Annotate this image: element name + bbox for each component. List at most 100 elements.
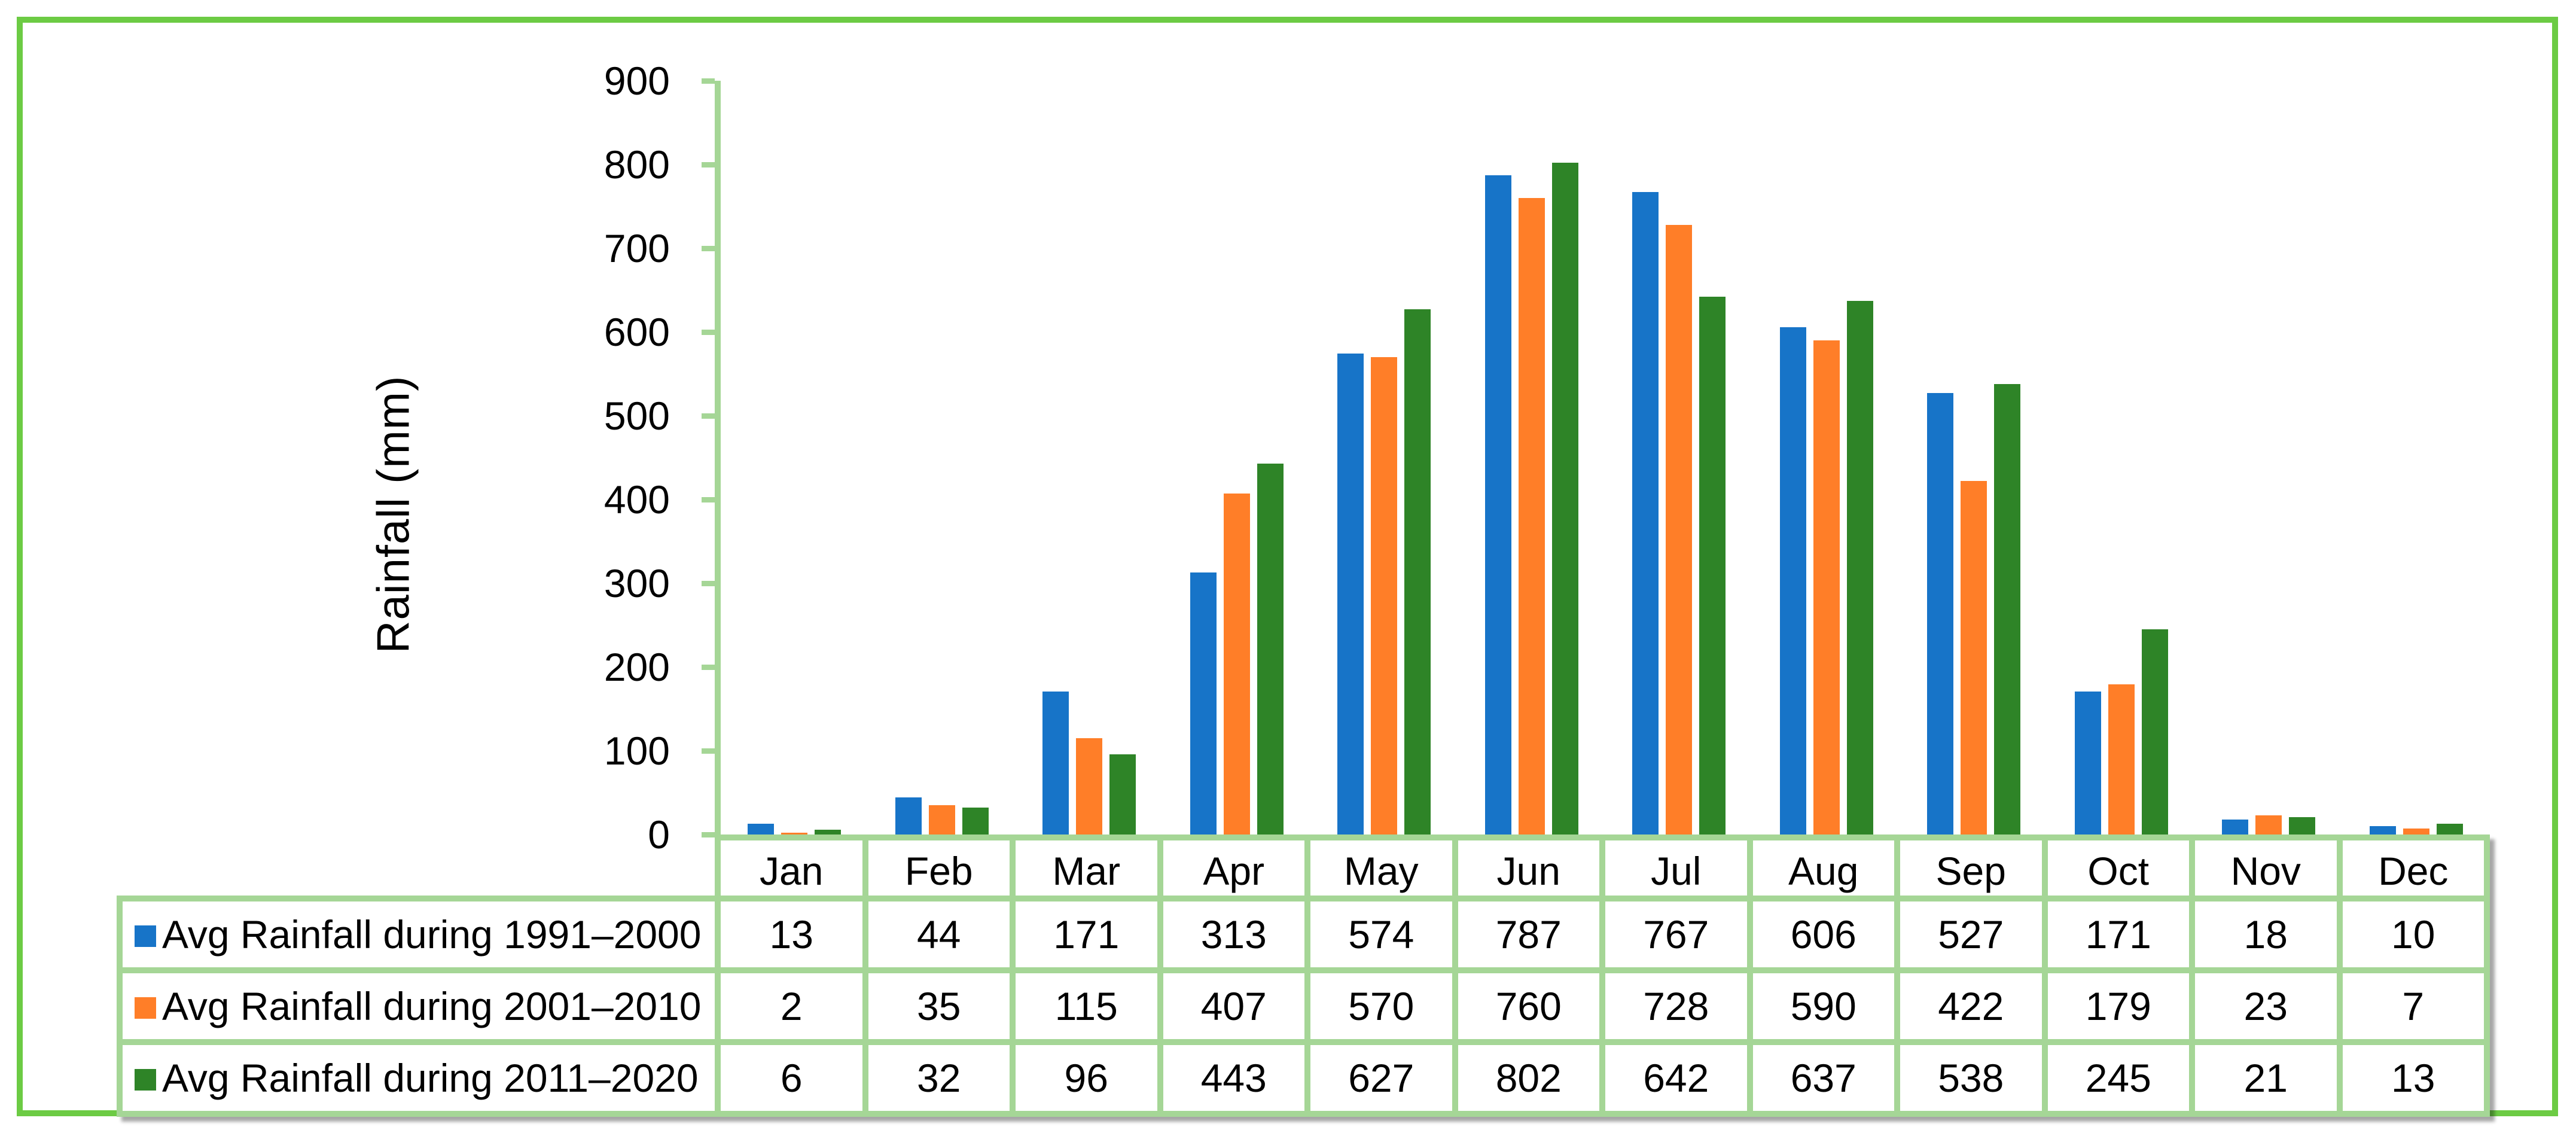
y-axis-label-100: 100 — [603, 729, 670, 773]
value-cell-mar-series3: 96 — [1010, 1039, 1163, 1117]
bar-jul-series3 — [1699, 297, 1726, 834]
bar-jan-series1 — [748, 824, 775, 834]
value-cell-may-series2: 570 — [1304, 967, 1458, 1045]
y-axis-tick-500 — [702, 413, 715, 419]
bar-nov-series2 — [2255, 815, 2282, 834]
bar-chart: Rainfall (mm) 0 100 200 300 400 500 600 700 800 9… — [117, 0, 2490, 854]
bar-group-aug — [1753, 81, 1901, 834]
month-header-jan: Jan — [715, 834, 868, 907]
bar-mar-series3 — [1109, 754, 1136, 834]
y-axis-tick-300 — [702, 580, 715, 586]
bar-jun-series2 — [1518, 198, 1545, 834]
plot-area — [721, 81, 2490, 834]
y-axis-tick-600 — [702, 329, 715, 335]
bar-nov-series1 — [2222, 820, 2249, 834]
value-cell-jul-series2: 728 — [1599, 967, 1753, 1045]
bar-group-dec — [2343, 81, 2490, 834]
value-cell-may-series3: 627 — [1304, 1039, 1458, 1117]
legend-swatch-series1 — [135, 925, 156, 947]
bar-sep-series1 — [1927, 393, 1954, 834]
bar-group-apr — [1163, 81, 1311, 834]
value-cell-aug-series2: 590 — [1746, 967, 1900, 1045]
bar-jan-series3 — [815, 830, 842, 834]
bar-nov-series3 — [2289, 817, 2316, 834]
bar-apr-series1 — [1190, 572, 1217, 834]
bar-group-jul — [1605, 81, 1753, 834]
value-cell-sep-series2: 422 — [1894, 967, 2048, 1045]
value-cell-apr-series1: 313 — [1157, 896, 1310, 973]
bar-feb-series1 — [895, 797, 922, 834]
bar-oct-series1 — [2074, 692, 2101, 834]
month-header-apr: Apr — [1157, 834, 1310, 907]
y-axis-tick-400 — [702, 497, 715, 502]
y-axis-tick-900 — [702, 78, 715, 84]
month-header-dec: Dec — [2336, 834, 2490, 907]
table-row-series2: Avg Rainfall during 2001–2010 2 35 115 407 57… — [117, 967, 2490, 1045]
value-cell-feb-series1: 44 — [862, 896, 1016, 973]
value-cell-aug-series1: 606 — [1746, 896, 1900, 973]
bar-jul-series1 — [1632, 192, 1659, 834]
y-axis-label-300: 300 — [603, 561, 670, 605]
legend-label-series2: Avg Rainfall during 2001–2010 — [162, 984, 702, 1028]
value-cell-dec-series2: 7 — [2336, 967, 2490, 1045]
bar-sep-series3 — [1994, 384, 2021, 834]
bar-may-series1 — [1337, 354, 1364, 834]
bar-jul-series2 — [1666, 225, 1693, 834]
value-cell-mar-series2: 115 — [1010, 967, 1163, 1045]
bar-group-feb — [868, 81, 1016, 834]
bar-jun-series1 — [1484, 175, 1511, 834]
value-cell-nov-series2: 23 — [2189, 967, 2343, 1045]
bar-apr-series3 — [1257, 464, 1284, 834]
month-header-jul: Jul — [1599, 834, 1753, 907]
value-cell-mar-series1: 171 — [1010, 896, 1163, 973]
legend-swatch-series3 — [135, 1069, 156, 1091]
value-cell-feb-series2: 35 — [862, 967, 1016, 1045]
bar-group-nov — [2195, 81, 2343, 834]
bar-jun-series3 — [1551, 163, 1578, 834]
y-axis-tick-800 — [702, 162, 715, 167]
value-cell-nov-series3: 21 — [2189, 1039, 2343, 1117]
value-cell-nov-series1: 18 — [2189, 896, 2343, 973]
legend-cell-series3: Avg Rainfall during 2011–2020 — [117, 1039, 721, 1117]
values-table: Avg Rainfall during 1991–2000 13 44 171 313 5… — [117, 896, 2490, 1117]
bar-may-series3 — [1404, 309, 1431, 834]
bar-feb-series3 — [962, 808, 989, 834]
bar-group-mar — [1016, 81, 1163, 834]
month-header-may: May — [1304, 834, 1458, 907]
month-header-jun: Jun — [1452, 834, 1605, 907]
value-cell-jan-series1: 13 — [715, 896, 868, 973]
bar-mar-series1 — [1042, 692, 1069, 834]
value-cell-oct-series3: 245 — [2041, 1039, 2195, 1117]
table-row-series1: Avg Rainfall during 1991–2000 13 44 171 313 5… — [117, 896, 2490, 973]
bar-group-sep — [1900, 81, 2048, 834]
value-cell-apr-series2: 407 — [1157, 967, 1310, 1045]
y-axis-label-700: 700 — [603, 226, 670, 270]
month-header-table: Jan Feb Mar Apr May Jun Jul Aug Sep Oct Nov Dec — [715, 834, 2490, 907]
table-row-series3: Avg Rainfall during 2011–2020 6 32 96 443 627… — [117, 1039, 2490, 1117]
month-header-mar: Mar — [1010, 834, 1163, 907]
bar-group-may — [1310, 81, 1458, 834]
legend-cell-series2: Avg Rainfall during 2001–2010 — [117, 967, 721, 1045]
y-axis-label-400: 400 — [603, 477, 670, 522]
y-axis-label-800: 800 — [603, 142, 670, 187]
bar-group-jan — [721, 81, 868, 834]
legend-swatch-series2 — [135, 997, 156, 1019]
bar-may-series2 — [1371, 357, 1398, 834]
month-header-oct: Oct — [2041, 834, 2195, 907]
bar-group-jun — [1458, 81, 1606, 834]
value-cell-jun-series2: 760 — [1452, 967, 1605, 1045]
bar-dec-series3 — [2436, 824, 2463, 834]
value-cell-dec-series3: 13 — [2336, 1039, 2490, 1117]
bar-apr-series2 — [1223, 494, 1250, 834]
value-cell-sep-series3: 538 — [1894, 1039, 2048, 1117]
bar-sep-series2 — [1961, 481, 1987, 834]
y-axis-tick-0 — [702, 832, 715, 837]
y-axis-label-0: 0 — [648, 812, 670, 857]
bar-oct-series2 — [2108, 684, 2135, 834]
month-header-row: Jan Feb Mar Apr May Jun Jul Aug Sep Oct Nov Dec — [715, 834, 2490, 907]
bar-mar-series2 — [1076, 738, 1103, 834]
y-axis-tick-200 — [702, 664, 715, 670]
bar-oct-series3 — [2141, 629, 2168, 834]
month-header-nov: Nov — [2189, 834, 2343, 907]
